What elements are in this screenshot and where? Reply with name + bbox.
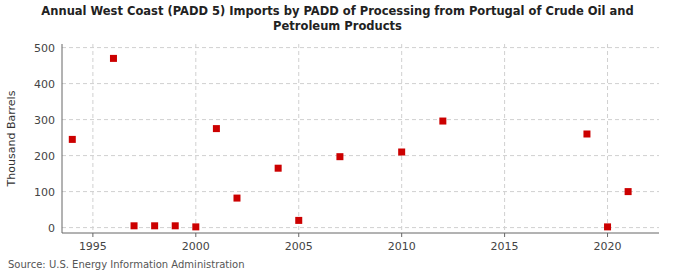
y-tick-label: 300 [34,114,55,127]
point [233,195,240,202]
y-grid-line [62,155,659,156]
point [295,217,302,224]
x-grid-line [504,44,505,233]
x-tick-mark [92,233,93,237]
x-tick-label: 2020 [594,240,622,253]
y-tick-label: 0 [48,222,55,235]
points [69,55,632,230]
point [604,223,611,230]
y-axis-label: Thousand Barrels [5,90,18,187]
point [192,223,199,230]
x-tick-label: 2005 [285,240,313,253]
y-axis-line [62,44,63,233]
point [583,131,590,138]
point [69,136,76,143]
y-tick-label: 500 [34,42,55,55]
grid [62,44,659,233]
x-tick-mark [401,233,402,237]
source-note: Source: U.S. Energy Information Administ… [8,259,245,270]
x-tick-mark [298,233,299,237]
title-line: Petroleum Products [273,19,402,33]
point [336,153,343,160]
title-line: Annual West Coast (PADD 5) Imports by PA… [41,4,633,18]
y-grid-line [62,83,659,84]
point [625,188,632,195]
x-grid-line [92,44,93,233]
x-tick-label: 1995 [79,240,107,253]
y-grid-line [62,119,659,120]
title: Annual West Coast (PADD 5) Imports by PA… [41,4,633,33]
y-tick-label: 100 [34,186,55,199]
x-grid-line [298,44,299,233]
point [131,222,138,229]
point [151,222,158,229]
y-tick-label: 200 [34,150,55,163]
x-tick-label: 2000 [182,240,210,253]
point [213,125,220,132]
x-axis-line [62,233,659,234]
x-tick-label: 2015 [491,240,519,253]
y-grid-line [62,47,659,48]
point [110,55,117,62]
y-grid-line [62,191,659,192]
x-tick-label: 2010 [388,240,416,253]
point [275,165,282,172]
x-grid-line [195,44,196,233]
x-grid-line [607,44,608,233]
x-tick-mark [195,233,196,237]
point [172,222,179,229]
y-tick-label: 400 [34,78,55,91]
chart: Annual West Coast (PADD 5) Imports by PA… [0,0,675,275]
x-tick-mark [607,233,608,237]
x-grid-line [401,44,402,233]
point [398,149,405,156]
x-tick-mark [504,233,505,237]
point [439,118,446,125]
